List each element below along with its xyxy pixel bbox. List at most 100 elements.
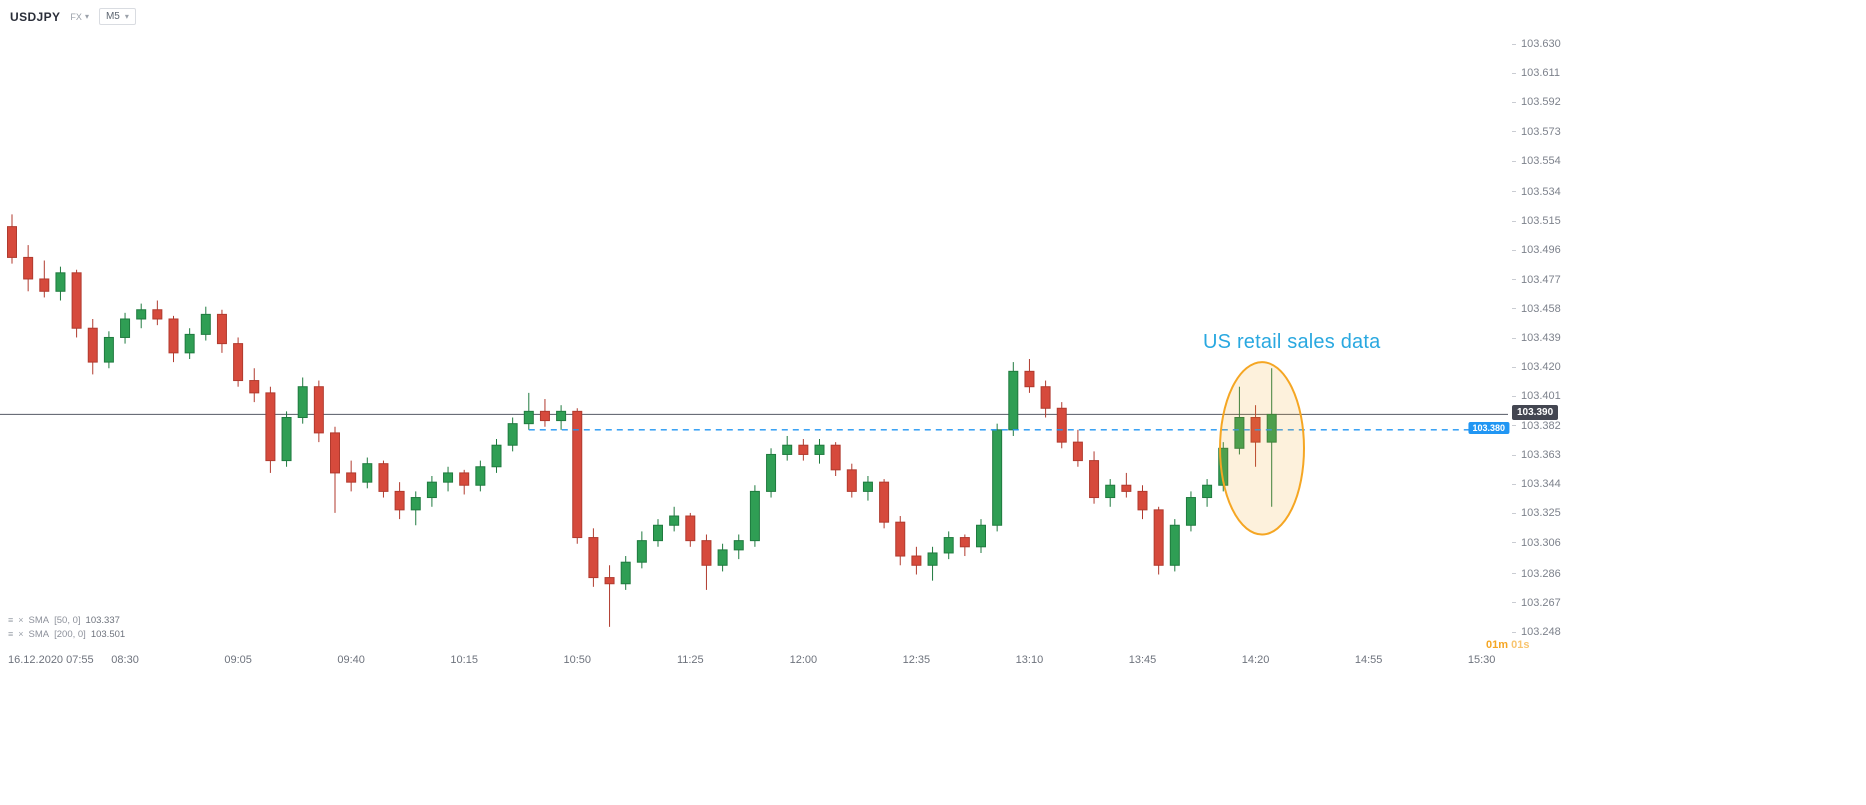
candle-body [1105, 484, 1116, 499]
candle-body [281, 417, 292, 462]
time-tick-label: 11:25 [676, 654, 704, 666]
candle-body [152, 309, 163, 320]
price-tick-label: 103.344 [1512, 478, 1561, 490]
candle-body [1153, 509, 1164, 566]
candle-body [39, 278, 50, 292]
current-price-tag: 103.390 [1512, 405, 1559, 421]
tick-mark [1512, 191, 1516, 193]
indicator-name: SMA [28, 629, 50, 640]
candle-body [297, 386, 308, 419]
candle-body [862, 481, 873, 492]
symbol-label: USDJPY [10, 9, 61, 24]
price-tick-label: 103.363 [1512, 449, 1561, 461]
tick-mark [1512, 483, 1516, 485]
candle-body [879, 481, 890, 523]
market-type-dropdown[interactable]: FX ▾ [70, 12, 89, 22]
indicator-settings-icon[interactable]: ≡ [8, 615, 14, 625]
chevron-down-icon: ▾ [124, 11, 129, 21]
tick-mark [1512, 102, 1516, 104]
candle-body [1266, 413, 1277, 443]
tick-mark [1512, 573, 1516, 575]
candle-body [588, 537, 599, 579]
price-tick-label: 103.382 [1512, 420, 1561, 432]
tick-mark [1512, 160, 1516, 162]
candle-body [23, 256, 34, 280]
candle-body [362, 463, 373, 483]
time-tick-label: 12:00 [789, 654, 818, 666]
candle-body [976, 524, 986, 548]
candle-body [120, 318, 131, 338]
tick-mark [1512, 308, 1516, 310]
time-tick-label: 12:35 [902, 654, 931, 666]
candle-body [1185, 497, 1196, 526]
price-tick-label: 103.515 [1512, 215, 1561, 227]
time-tick-label: 10:50 [563, 654, 592, 666]
remove-indicator-icon[interactable]: × [18, 629, 24, 639]
alert-price-tag[interactable]: 103.380 [1468, 421, 1509, 434]
candle-body [1024, 370, 1035, 388]
price-tick-label: 103.573 [1512, 126, 1561, 138]
indicator-params: [50, 0] [54, 615, 81, 626]
price-tick-label: 103.611 [1512, 67, 1560, 79]
time-tick-label: 15:30 [1467, 654, 1496, 666]
time-tick-label: 14:55 [1354, 654, 1383, 666]
candle-body [87, 327, 98, 363]
time-tick-label: 09:40 [337, 654, 365, 666]
time-tick-label: 13:45 [1128, 654, 1157, 666]
price-tick-label: 103.306 [1512, 537, 1561, 549]
candle-body [426, 481, 437, 499]
candlestick-chart[interactable] [0, 0, 1510, 650]
price-tick-label: 103.267 [1512, 597, 1561, 609]
highlight-ellipse[interactable] [1219, 361, 1306, 536]
price-tick-label: 103.592 [1512, 96, 1561, 108]
candle-body [701, 540, 712, 566]
tick-mark [1512, 454, 1516, 456]
candle-body [233, 343, 244, 382]
price-tick-label: 103.286 [1512, 568, 1561, 580]
price-tick-label: 103.534 [1512, 186, 1561, 198]
price-tick-label: 103.325 [1512, 507, 1561, 519]
indicator-legend: ≡ × SMA [50, 0] 103.337 ≡ × SMA [200, 0]… [8, 615, 125, 643]
candle-body [491, 444, 502, 468]
indicator-row-sma200: ≡ × SMA [200, 0] 103.501 [8, 629, 125, 640]
annotation-text[interactable]: US retail sales data [1203, 331, 1381, 353]
indicator-params: [200, 0] [54, 629, 86, 640]
price-tick-label: 103.439 [1512, 332, 1561, 344]
candle-body [1040, 386, 1051, 409]
tick-mark [1512, 337, 1516, 339]
candle-body [1169, 524, 1180, 566]
candle-body [1072, 441, 1083, 462]
candle-body [927, 552, 938, 566]
tick-mark [1512, 425, 1516, 427]
indicator-settings-icon[interactable]: ≡ [8, 629, 14, 639]
remove-indicator-icon[interactable]: × [18, 615, 24, 625]
candle-body [103, 336, 114, 363]
candle-body [410, 497, 421, 511]
countdown-minutes: 01m [1486, 639, 1509, 651]
tick-mark [1512, 396, 1516, 398]
chart-toolbar: USDJPY FX ▾ M5 ▾ [10, 8, 136, 25]
timeframe-dropdown[interactable]: M5 ▾ [98, 8, 136, 25]
chevron-down-icon: ▾ [84, 11, 89, 21]
candle-body [71, 272, 82, 329]
candle-body [200, 313, 211, 335]
candle-body [1056, 407, 1067, 443]
candle-body [216, 313, 227, 345]
candle-body [766, 453, 777, 492]
candle-body [733, 540, 744, 551]
countdown-seconds: 01s [1511, 639, 1530, 651]
tick-mark [1512, 131, 1516, 133]
candle-body [1137, 490, 1148, 511]
candle-body [911, 555, 922, 566]
candle-body [1008, 370, 1019, 431]
price-tick-label: 103.554 [1512, 155, 1561, 167]
candle-body [539, 410, 550, 422]
candle-body [7, 226, 17, 258]
time-tick-label: 13:10 [1015, 654, 1044, 666]
candle-body [620, 561, 631, 585]
candle-body [717, 549, 728, 566]
tick-mark [1512, 220, 1516, 222]
price-tick-label: 103.248 [1512, 626, 1561, 638]
candle-body [265, 392, 276, 462]
